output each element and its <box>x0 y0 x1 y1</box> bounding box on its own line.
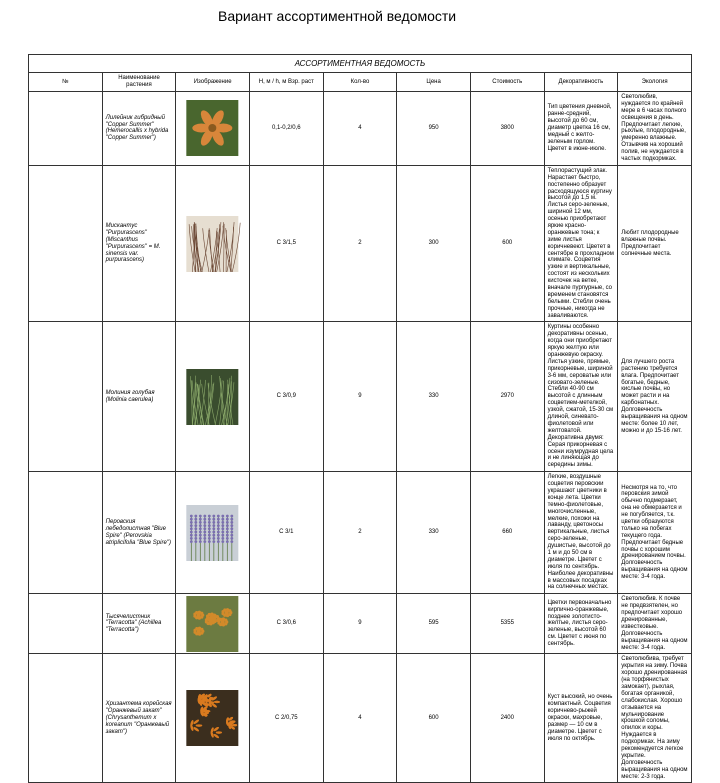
cell-decor: Тип цветения дневной, ранне-средний, выс… <box>544 91 618 165</box>
cell-qty: 9 <box>323 322 397 472</box>
col-header-decor: Декоративность <box>544 73 618 92</box>
cell-name: Хризантема корейская "Оранжевый закат" (… <box>102 654 176 783</box>
cell-size: С 3/0,6 <box>249 594 323 654</box>
cell-name: Лилейник гибридный "Copper Summer" (Heme… <box>102 91 176 165</box>
table-row: Мискантус "Purpurascens" (Miscanthus "Pu… <box>29 165 692 322</box>
cell-cost: 600 <box>470 165 544 322</box>
slide-title: Вариант ассортиментной ведомости <box>218 8 478 26</box>
cell-size: 0,1-0,2/0,6 <box>249 91 323 165</box>
cell-decor: Легкие, воздушные соцветия перовскии укр… <box>544 472 618 594</box>
cell-qty: 2 <box>323 165 397 322</box>
cell-price: 330 <box>397 322 471 472</box>
cell-cost: 660 <box>470 472 544 594</box>
cell-img <box>176 322 250 472</box>
cell-num <box>29 594 103 654</box>
col-header-img: Изображение <box>176 73 250 92</box>
cell-num <box>29 472 103 594</box>
cell-eco: Несмотря на то, что перовския зимой обыч… <box>618 472 692 594</box>
table-row: Хризантема корейская "Оранжевый закат" (… <box>29 654 692 783</box>
plant-image <box>176 505 249 561</box>
table-title: АССОРТИМЕНТНАЯ ВЕДОМОСТЬ <box>29 55 692 73</box>
table-row: Молиния голубая (Molinia caerulea) С 3/0… <box>29 322 692 472</box>
cell-img <box>176 91 250 165</box>
table-row: Перовския лебедолистная "Blue Spire" (Pe… <box>29 472 692 594</box>
cell-name: Тысячелистник "Terracotta" (Achillea "Te… <box>102 594 176 654</box>
cell-img <box>176 472 250 594</box>
plant-image <box>176 100 249 156</box>
cell-decor: Теплорастущий злак. Нарастает быстро, по… <box>544 165 618 322</box>
cell-cost: 2400 <box>470 654 544 783</box>
cell-size: С 3/0,9 <box>249 322 323 472</box>
assortment-table-container: АССОРТИМЕНТНАЯ ВЕДОМОСТЬ № Наименование … <box>28 54 692 783</box>
plant-image <box>176 369 249 425</box>
cell-name: Перовския лебедолистная "Blue Spire" (Pe… <box>102 472 176 594</box>
cell-num <box>29 654 103 783</box>
table-header-row: № Наименование растения Изображение Н, м… <box>29 73 692 92</box>
cell-price: 600 <box>397 654 471 783</box>
col-header-eco: Экология <box>618 73 692 92</box>
col-header-qty: Кол-во <box>323 73 397 92</box>
cell-price: 950 <box>397 91 471 165</box>
cell-eco: Светолюбива, требует укрытия на зиму. По… <box>618 654 692 783</box>
plant-image <box>176 596 249 652</box>
cell-num <box>29 91 103 165</box>
cell-price: 330 <box>397 472 471 594</box>
cell-size: С 3/1,5 <box>249 165 323 322</box>
table-row: Тысячелистник "Terracotta" (Achillea "Te… <box>29 594 692 654</box>
cell-qty: 9 <box>323 594 397 654</box>
cell-qty: 4 <box>323 91 397 165</box>
cell-eco: Светолюбив. К почве не предвзятелен, но … <box>618 594 692 654</box>
cell-size: С 2/0,75 <box>249 654 323 783</box>
cell-cost: 5355 <box>470 594 544 654</box>
cell-qty: 4 <box>323 654 397 783</box>
cell-decor: Цветки первоначально кирпично-оранжевые,… <box>544 594 618 654</box>
col-header-size: Н, м / h, м Взр. раст <box>249 73 323 92</box>
cell-num <box>29 322 103 472</box>
cell-img <box>176 654 250 783</box>
cell-img <box>176 165 250 322</box>
cell-cost: 3800 <box>470 91 544 165</box>
cell-price: 300 <box>397 165 471 322</box>
cell-decor: Куст высокий, но очень компактный. Соцве… <box>544 654 618 783</box>
cell-price: 595 <box>397 594 471 654</box>
plant-image <box>176 690 249 746</box>
plant-image <box>176 216 249 272</box>
col-header-name: Наименование растения <box>102 73 176 92</box>
cell-name: Мискантус "Purpurascens" (Miscanthus "Pu… <box>102 165 176 322</box>
cell-qty: 2 <box>323 472 397 594</box>
cell-name: Молиния голубая (Molinia caerulea) <box>102 322 176 472</box>
cell-cost: 2970 <box>470 322 544 472</box>
cell-eco: Светолюбив, нуждается по крайней мере в … <box>618 91 692 165</box>
cell-img <box>176 594 250 654</box>
table-title-row: АССОРТИМЕНТНАЯ ВЕДОМОСТЬ <box>29 55 692 73</box>
col-header-cost: Стоимость <box>470 73 544 92</box>
cell-eco: Для лучшего роста растению требуется вла… <box>618 322 692 472</box>
cell-eco: Любит плодородные влажные почвы. Предпоч… <box>618 165 692 322</box>
col-header-price: Цена <box>397 73 471 92</box>
col-header-num: № <box>29 73 103 92</box>
assortment-table: АССОРТИМЕНТНАЯ ВЕДОМОСТЬ № Наименование … <box>28 54 692 783</box>
cell-decor: Куртины особенно декоративны осенью, ког… <box>544 322 618 472</box>
cell-size: С 3/1 <box>249 472 323 594</box>
table-row: Лилейник гибридный "Copper Summer" (Heme… <box>29 91 692 165</box>
cell-num <box>29 165 103 322</box>
